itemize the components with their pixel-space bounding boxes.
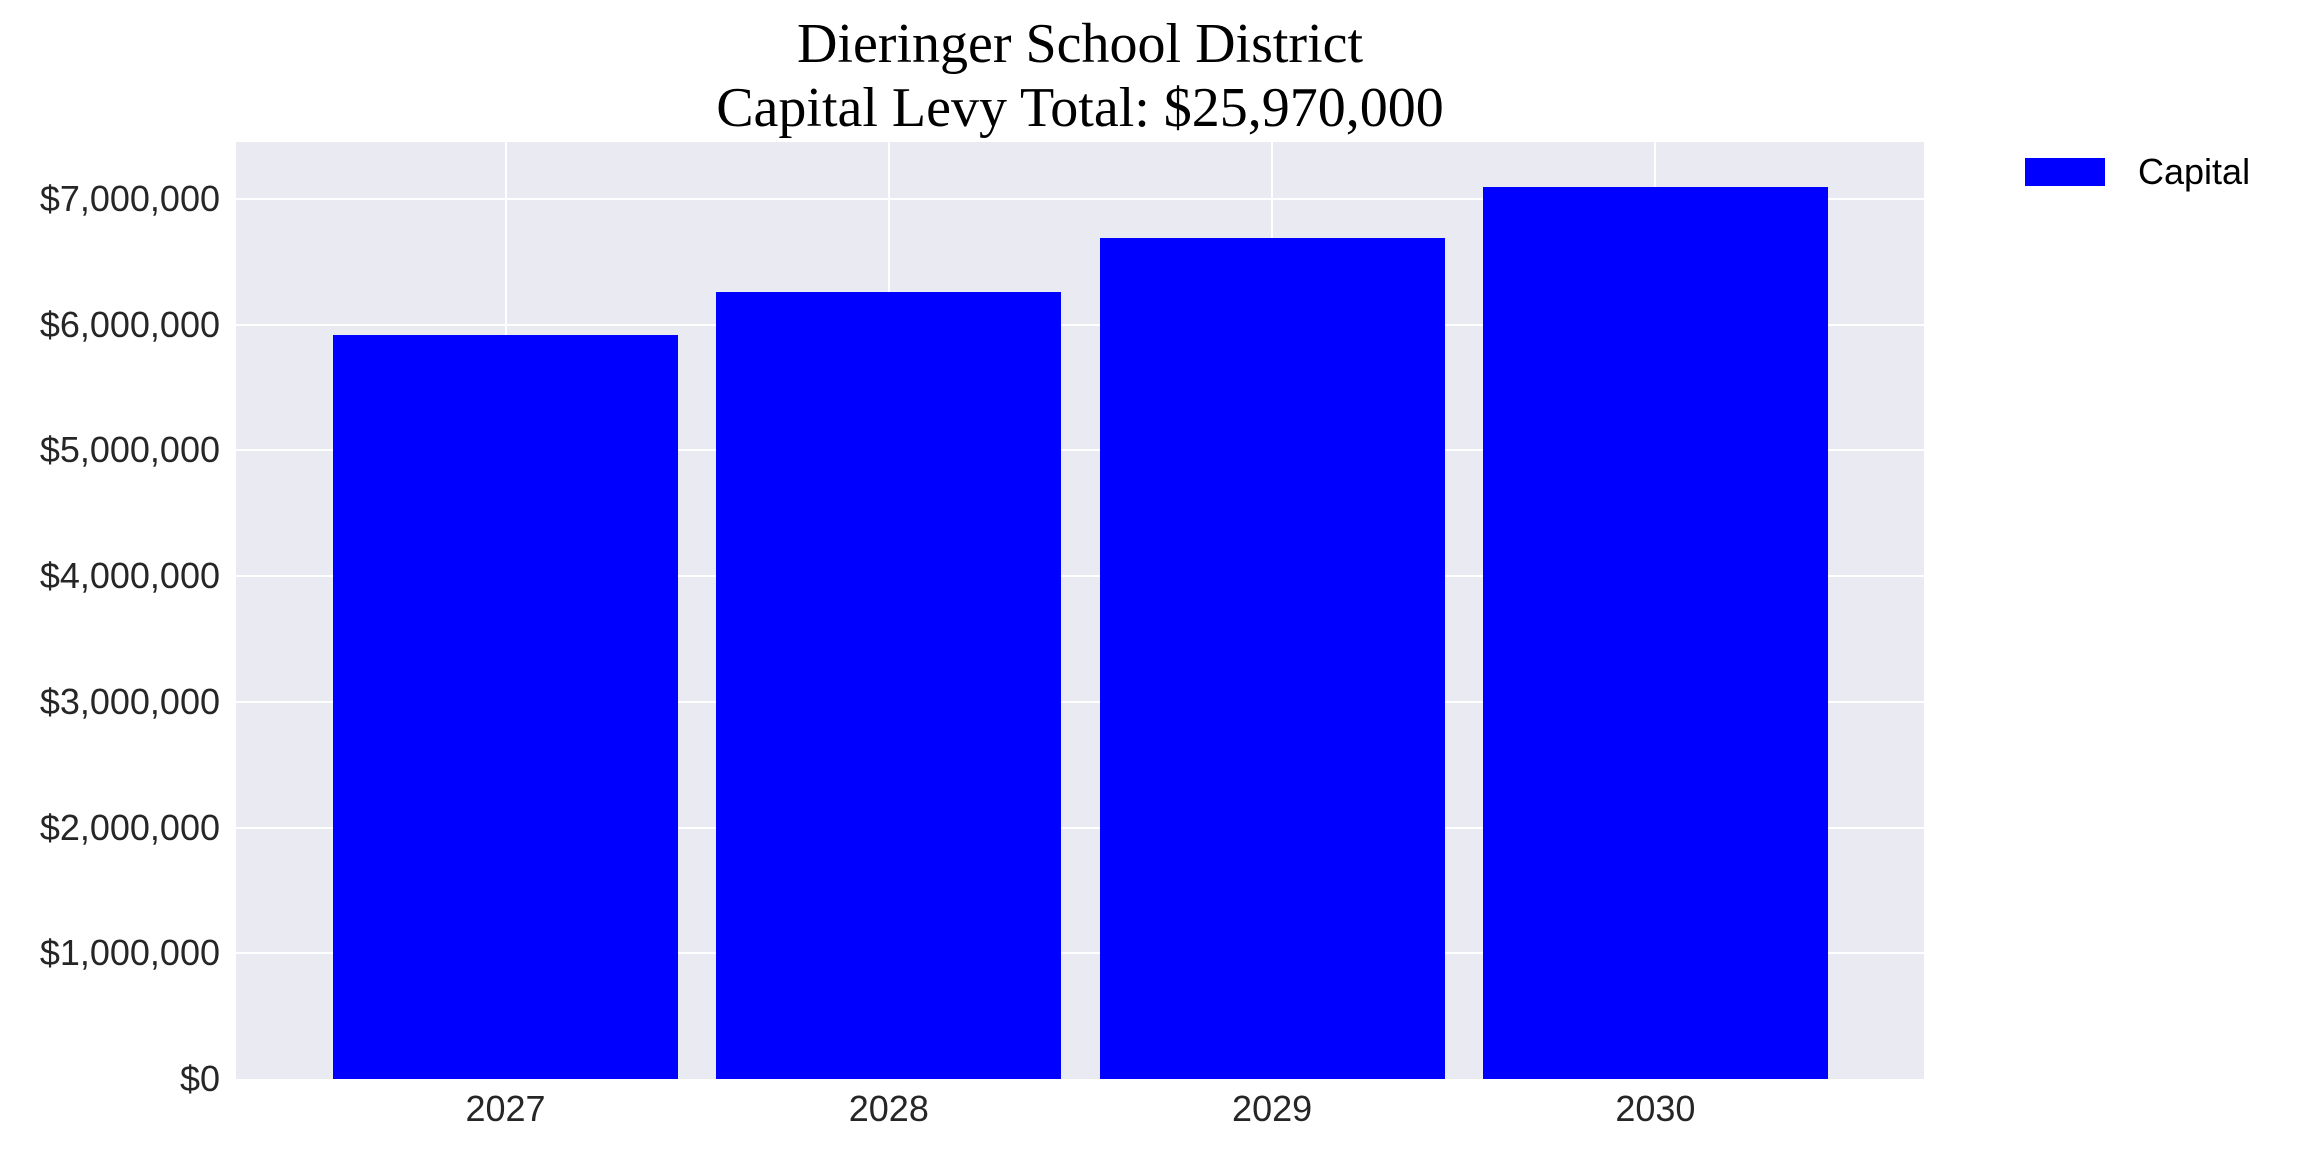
bar-2027 [333, 334, 678, 1079]
legend-swatch-capital [2025, 158, 2105, 186]
y-tick-label: $2,000,000 [39, 806, 220, 848]
legend-label-capital: Capital [2138, 151, 2251, 192]
h-gridline [236, 323, 1924, 326]
y-tick-label: $7,000,000 [39, 178, 220, 220]
y-tick-label: $6,000,000 [39, 303, 220, 345]
h-gridline [236, 449, 1924, 452]
y-tick-label: $5,000,000 [39, 429, 220, 471]
plot-area [236, 142, 1924, 1079]
x-tick-label: 2029 [1232, 1088, 1313, 1129]
bar-2029 [1099, 238, 1445, 1079]
chart-title: Dieringer School District Capital Levy T… [236, 12, 1924, 140]
chart-title-line-1: Dieringer School District [796, 13, 1364, 75]
y-tick-label: $1,000,000 [39, 932, 220, 974]
chart-title-line-2: Capital Levy Total: $25,970,000 [716, 77, 1444, 139]
x-tick-label: 2028 [848, 1088, 929, 1129]
h-gridline [236, 700, 1924, 703]
h-gridline [236, 826, 1924, 829]
x-tick-label: 2027 [465, 1088, 546, 1129]
bar-2028 [716, 292, 1062, 1079]
h-gridline [236, 198, 1924, 201]
y-tick-label: $4,000,000 [39, 555, 220, 597]
h-gridline [236, 575, 1924, 578]
h-gridline [236, 952, 1924, 955]
legend: Capital [2025, 152, 2250, 192]
x-tick-label: 2030 [1615, 1088, 1696, 1129]
bar-2030 [1482, 186, 1828, 1079]
y-tick-label: $3,000,000 [39, 680, 220, 722]
y-tick-label: $0 [179, 1058, 220, 1099]
